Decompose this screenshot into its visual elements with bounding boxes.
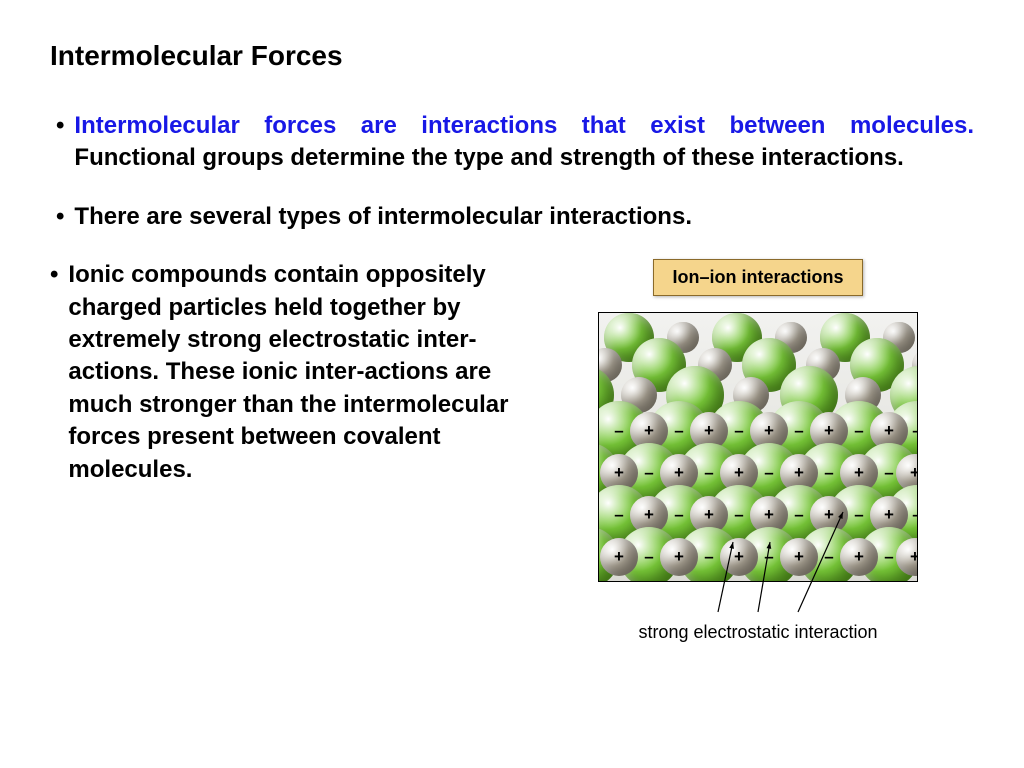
lower-left: • Ionic compounds contain oppositely cha… <box>50 259 560 486</box>
figure: Ion–ion interactions ––––––+++++––––––++… <box>578 259 938 643</box>
diagram-wrap: ––––––+++++––––––++++++––––––+++++––––––… <box>598 312 918 616</box>
bullet-dot: • <box>50 110 74 141</box>
arrow-area <box>598 582 918 616</box>
bullet-3: • Ionic compounds contain oppositely cha… <box>50 259 560 486</box>
bullet-dot: • <box>50 201 74 232</box>
bullet-1-rest: Functional groups determine the type and… <box>74 144 903 171</box>
figure-label-box: Ion–ion interactions <box>653 259 862 296</box>
slide: Intermolecular Forces • Intermolecular f… <box>0 0 1024 768</box>
bullet-2: • There are several types of intermolecu… <box>50 201 974 233</box>
bullet-1-text: Intermolecular forces are interactions t… <box>74 110 974 175</box>
lower-row: • Ionic compounds contain oppositely cha… <box>50 259 974 643</box>
figure-caption: strong electrostatic interaction <box>638 622 877 643</box>
arrow-svg <box>598 312 918 616</box>
bullet-2-text: There are several types of intermolecula… <box>74 201 974 233</box>
bullet-1: • Intermolecular forces are interactions… <box>50 110 974 175</box>
bullet-1-highlight: Intermolecular forces are interactions t… <box>74 112 974 139</box>
bullet-3-text: Ionic compounds contain oppositely charg… <box>68 259 560 486</box>
page-title: Intermolecular Forces <box>50 40 974 72</box>
bullet-dot: • <box>50 259 68 290</box>
